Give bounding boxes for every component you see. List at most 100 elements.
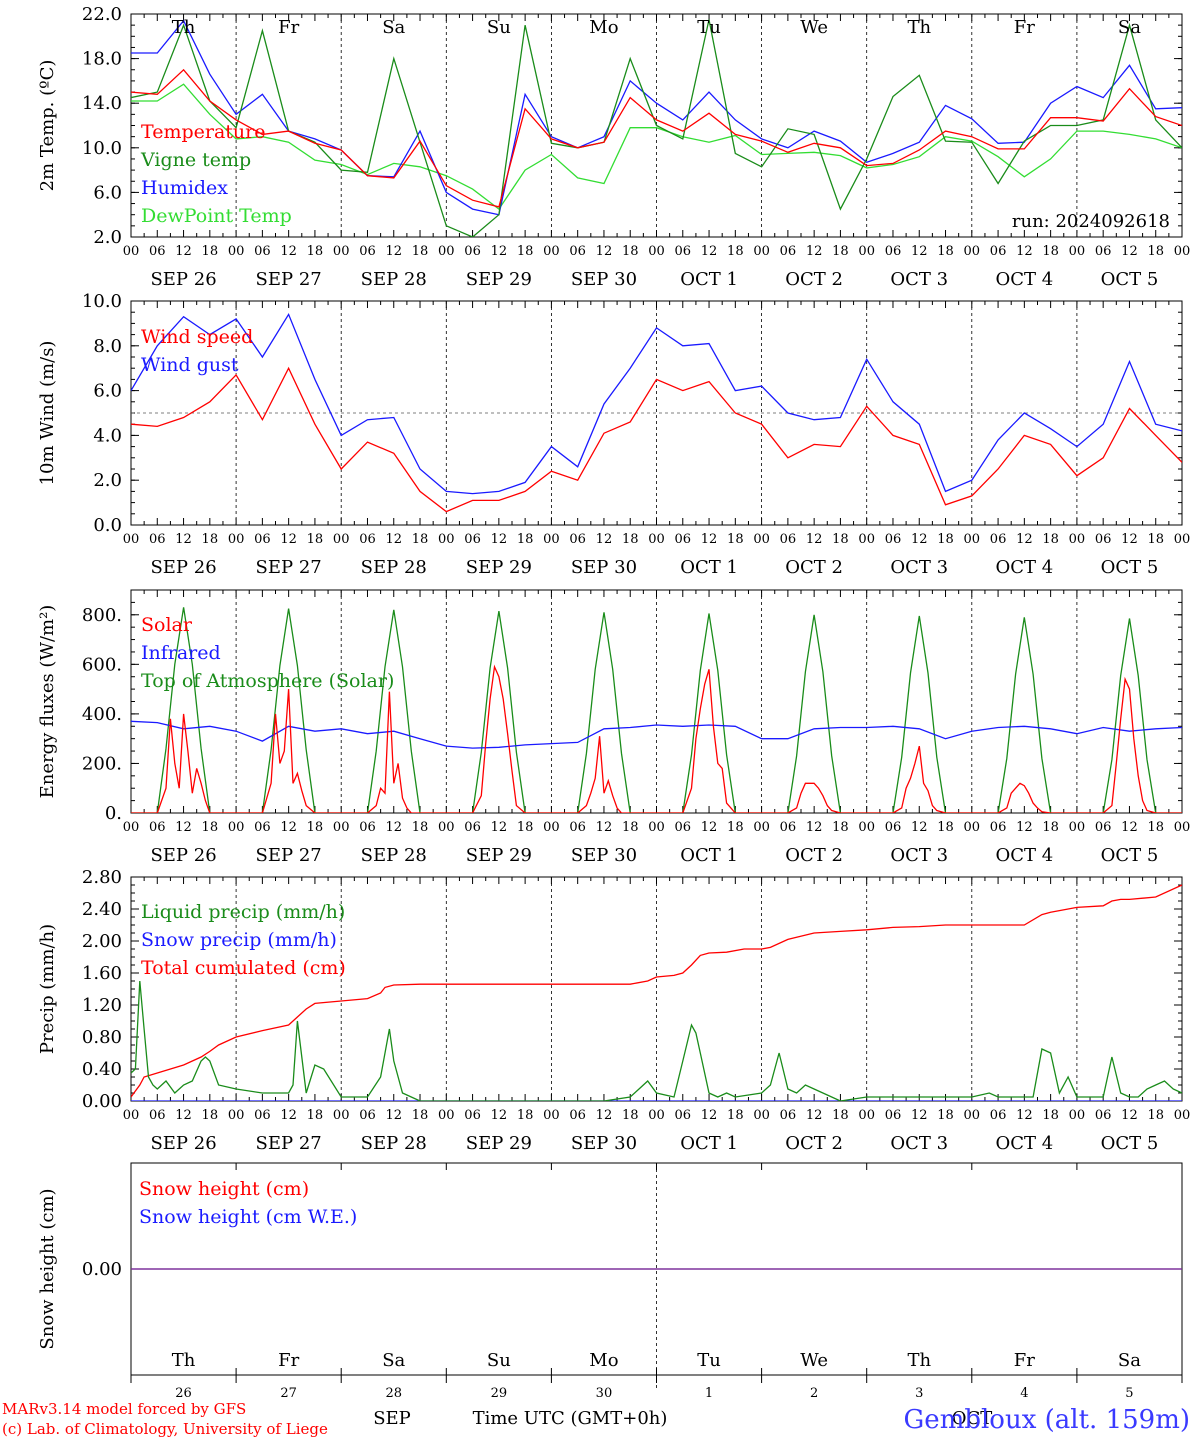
hour-tick-label: 18 [202,244,219,259]
date-label: OCT 1 [680,269,738,290]
credit-line-2: (c) Lab. of Climatology, University of L… [2,1420,328,1438]
y-tick-label: 0.0 [93,515,122,536]
hour-tick-label: 00 [438,532,455,547]
hour-tick-label: 00 [964,1108,981,1123]
meteogram-footer: MARv3.14 model forced by GFS (c) Lab. of… [2,1400,1190,1438]
hour-tick-label: 00 [228,532,245,547]
hour-tick-label: 00 [964,244,981,259]
y-tick-label: 400. [82,704,122,725]
hour-tick-label: 12 [175,532,192,547]
legend-entry: Top of Atmosphere (Solar) [141,670,394,692]
hour-tick-label: 06 [885,1108,902,1123]
date-label: SEP 29 [466,269,532,290]
month-sep-label: SEP [373,1408,411,1429]
hour-tick-label: 12 [1016,532,1033,547]
date-label: SEP 27 [256,845,322,866]
day-number-label: 5 [1125,1386,1133,1401]
hour-tick-label: 12 [701,244,718,259]
month-oct-label: OCT [952,1408,993,1429]
hour-tick-label: 12 [175,244,192,259]
hour-tick-label: 18 [412,532,429,547]
legend-entry: Liquid precip (mm/h) [141,901,345,923]
y-axis-label: Energy fluxes (W/m²) [37,605,58,799]
series-dewpoint-temp [131,83,1182,211]
hour-tick-label: 06 [1095,820,1112,835]
hour-tick-label: 12 [806,1108,823,1123]
y-tick-label: 2.40 [82,899,122,920]
hour-tick-label: 00 [753,1108,770,1123]
weekday-label: Mo [589,1350,618,1371]
legend-entry: Solar [141,614,193,636]
hour-tick-label: 18 [517,532,534,547]
weekday-label: Sa [1118,1350,1141,1371]
hour-tick-label: 06 [149,1108,166,1123]
legend-entry: Vigne temp [140,149,251,171]
series-humidex [131,19,1182,216]
hour-tick-label: 00 [648,244,665,259]
hour-tick-label: 00 [648,532,665,547]
hour-tick-label: 00 [1174,244,1191,259]
y-axis-label: 10m Wind (m/s) [37,341,58,486]
hour-tick-label: 12 [385,820,402,835]
hour-tick-label: 06 [359,1108,376,1123]
hour-tick-label: 18 [307,820,324,835]
hour-tick-label: 06 [1095,244,1112,259]
legend-entry: Infrared [141,642,221,664]
legend-entry: Temperature [141,121,265,143]
hour-tick-label: 12 [491,532,508,547]
date-label: OCT 3 [890,557,948,578]
hour-tick-label: 18 [727,820,744,835]
hour-tick-label: 00 [438,244,455,259]
hour-tick-label: 18 [937,820,954,835]
panel-1: 2.0 6.0 10.0 14.0 18.0 22.0 2m Temp. (ºC) Tempe… [37,4,1190,290]
hour-tick-label: 12 [1016,820,1033,835]
day-number-label: 27 [280,1386,297,1401]
hour-tick-label: 00 [543,244,560,259]
panel-4: 0.00 0.40 0.80 1.20 1.60 2.00 2.40 2.80 Precip (… [37,867,1190,1154]
weekday-label: Fr [1014,1350,1035,1371]
y-tick-label: 8.0 [93,336,122,357]
y-tick-label: 6.0 [93,381,122,402]
hour-tick-label: 06 [464,820,481,835]
legend-entry: Wind gust [141,354,239,376]
weekday-label: Fr [278,1350,299,1371]
hour-tick-label: 00 [228,1108,245,1123]
credit-line-1: MARv3.14 model forced by GFS [2,1400,246,1418]
hour-tick-label: 00 [543,820,560,835]
hour-tick-label: 18 [832,532,849,547]
hour-tick-label: 18 [937,244,954,259]
hour-tick-label: 00 [858,820,875,835]
hour-tick-label: 06 [569,244,586,259]
y-tick-label: 4.0 [93,425,122,446]
y-tick-label: 2.0 [93,227,122,248]
hour-tick-label: 18 [307,244,324,259]
date-label: OCT 4 [995,557,1053,578]
hour-tick-label: 00 [123,820,140,835]
hour-tick-label: 06 [885,820,902,835]
series-total-cumulated-cm [131,884,1182,1098]
y-tick-label: 10.0 [82,291,122,312]
hour-tick-label: 12 [596,532,613,547]
weekday-label: Mo [589,17,618,38]
series-wind-speed [131,366,1182,513]
hour-tick-label: 18 [517,1108,534,1123]
hour-tick-label: 00 [543,532,560,547]
weekday-label: Th [907,17,931,38]
weekday-label: Sa [382,17,405,38]
hour-tick-label: 12 [596,244,613,259]
weekday-label: Su [487,1350,511,1371]
date-label: OCT 5 [1101,269,1159,290]
y-tick-label: 6.0 [93,182,122,203]
hour-tick-label: 18 [1147,1108,1164,1123]
y-tick-label: 10.0 [82,138,122,159]
hour-tick-label: 18 [727,1108,744,1123]
hour-tick-label: 18 [412,244,429,259]
hour-tick-label: 00 [753,244,770,259]
y-axis-label: Snow height (cm) [37,1188,58,1349]
hour-tick-label: 12 [1121,532,1138,547]
hour-tick-label: 00 [123,1108,140,1123]
hour-tick-label: 12 [1121,1108,1138,1123]
hour-tick-label: 12 [385,1108,402,1123]
hour-tick-label: 00 [858,532,875,547]
